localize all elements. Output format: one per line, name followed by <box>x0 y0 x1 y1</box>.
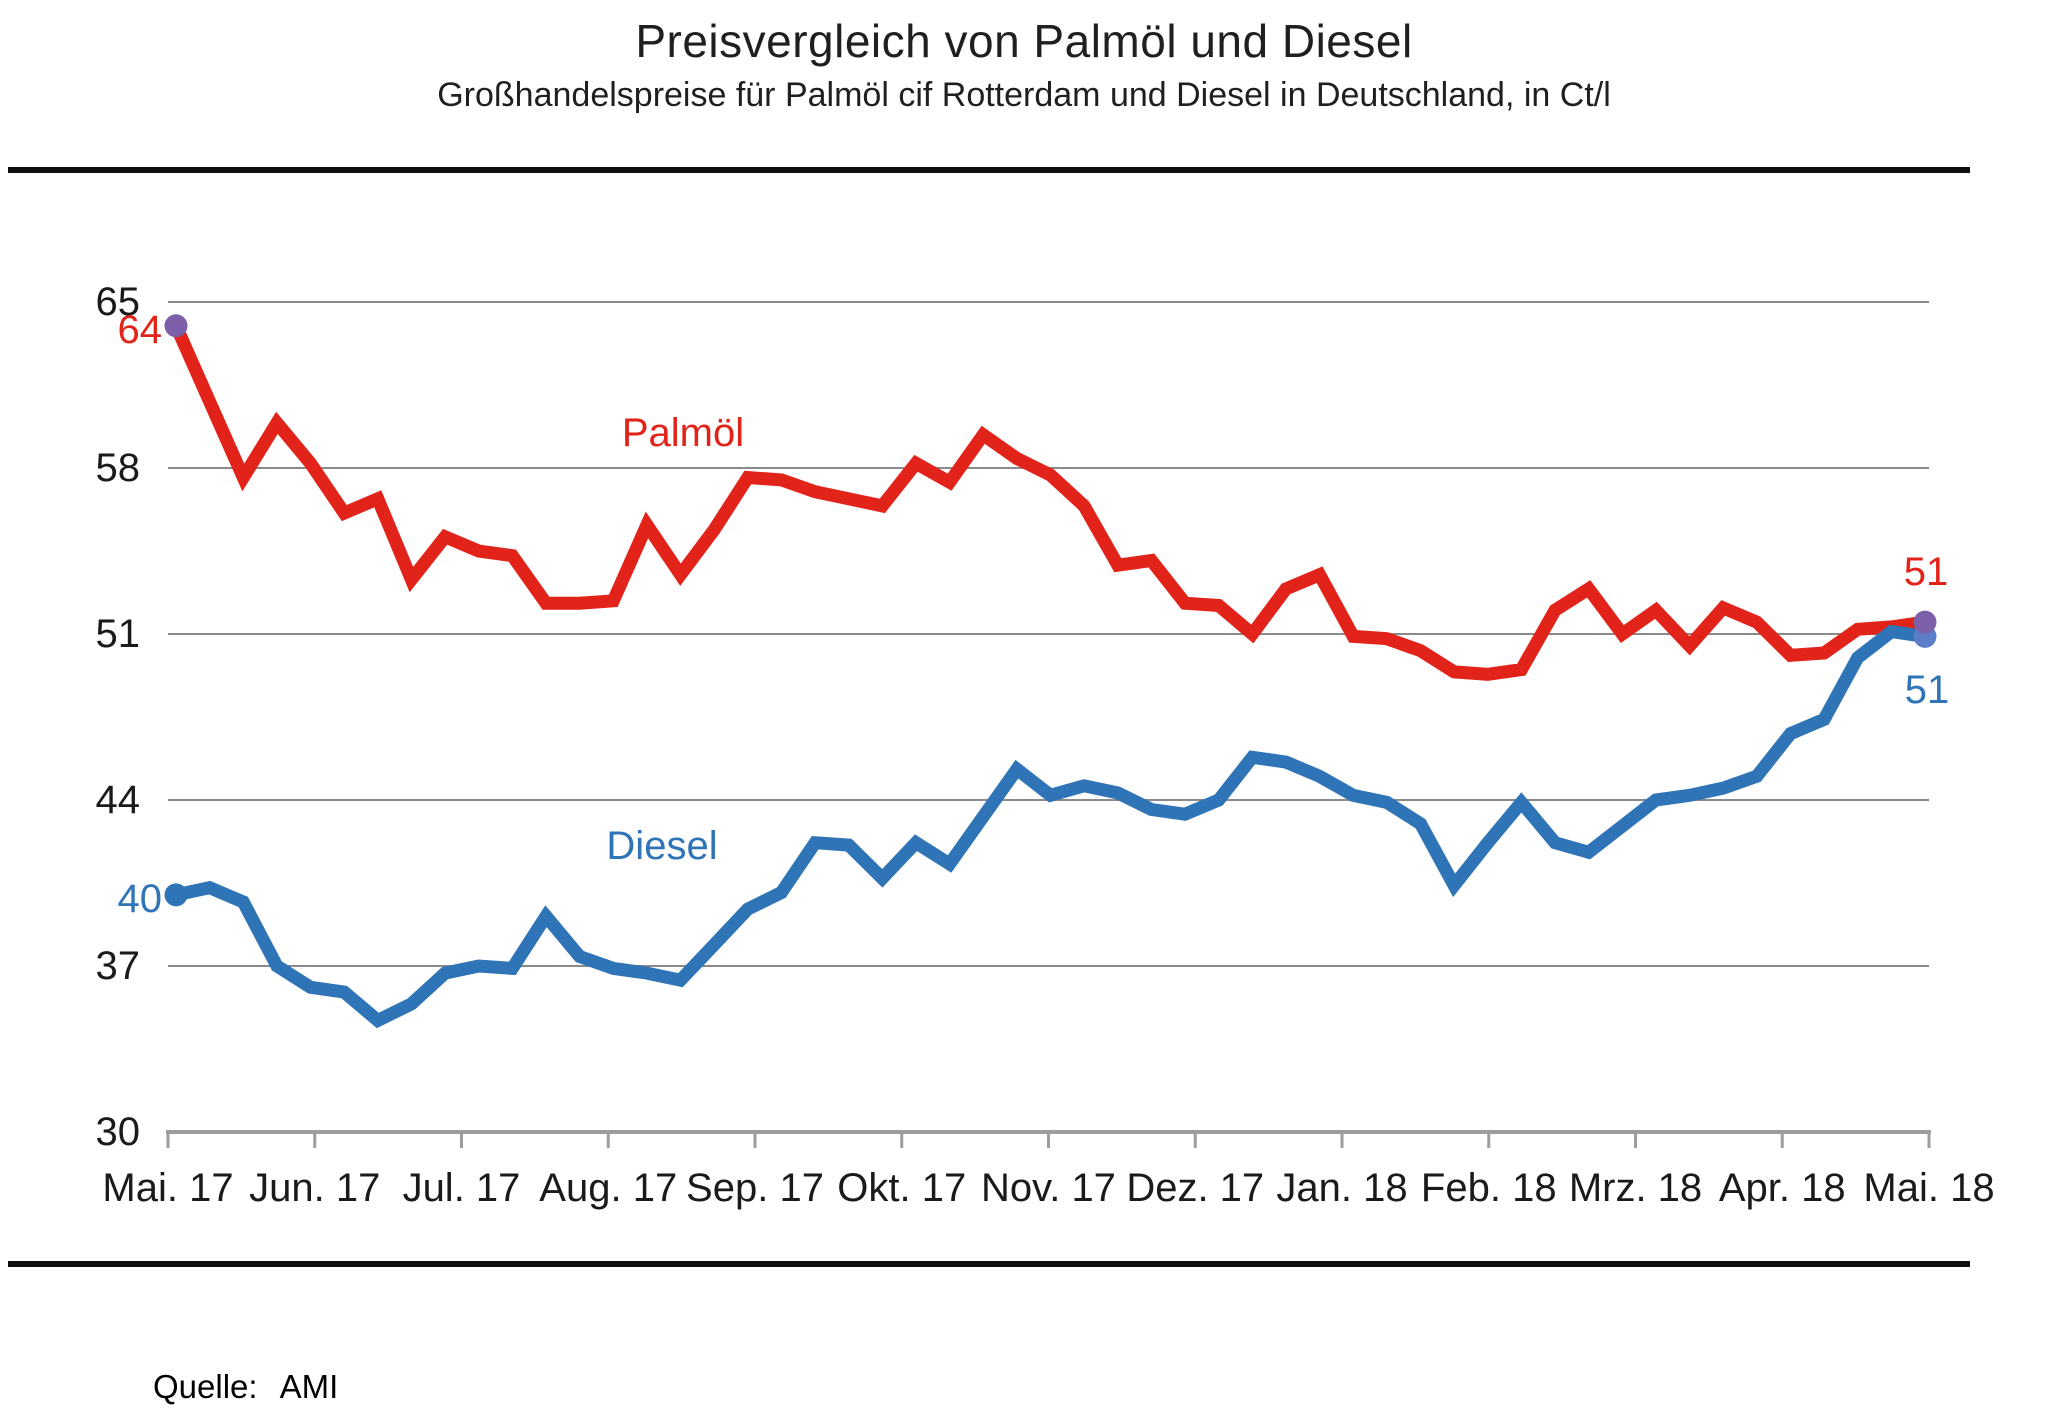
marker-start-diesel <box>164 883 188 907</box>
x-tick-label-5: Okt. 17 <box>837 1166 967 1210</box>
diesel-end-value-label: 51 <box>1904 668 1950 712</box>
y-tick-label-58: 58 <box>95 446 141 490</box>
footer-divider <box>8 1261 1970 1267</box>
x-tick-label-3: Aug. 17 <box>539 1166 678 1210</box>
source-value: AMI <box>279 1368 339 1405</box>
y-tick-label-30: 30 <box>95 1110 141 1154</box>
chart-title: Preisvergleich von Palmöl und Diesel <box>635 15 1413 67</box>
diesel-start-value-label: 40 <box>117 877 163 921</box>
source-label: Quelle: <box>153 1368 258 1405</box>
marker-start-palmöl <box>164 314 188 338</box>
x-tick-label-11: Apr. 18 <box>1718 1166 1846 1210</box>
x-tick-label-0: Mai. 17 <box>102 1166 234 1210</box>
header-divider <box>8 167 1970 173</box>
marker-end-palmöl <box>1913 610 1937 634</box>
y-tick-label-65: 65 <box>95 280 141 324</box>
series-line-diesel <box>174 624 1926 1029</box>
palmoel-start-value-label: 64 <box>117 308 163 352</box>
chart-subtitle: Großhandelspreise für Palmöl cif Rotterd… <box>437 76 1611 114</box>
x-tick-label-12: Mai. 18 <box>1863 1166 1995 1210</box>
series-line-palmöl <box>170 323 1926 681</box>
x-tick-label-6: Nov. 17 <box>981 1166 1116 1210</box>
x-tick-label-9: Feb. 18 <box>1420 1166 1557 1210</box>
x-tick-label-4: Sep. 17 <box>686 1166 824 1210</box>
y-tick-label-44: 44 <box>95 778 141 822</box>
x-tick-label-8: Jan. 18 <box>1276 1166 1408 1210</box>
x-tick-label-10: Mrz. 18 <box>1568 1166 1703 1210</box>
series-label-diesel: Diesel <box>606 824 718 868</box>
x-tick-label-1: Jun. 17 <box>249 1166 381 1210</box>
palmoel-end-value-label: 51 <box>1903 550 1949 594</box>
x-tick-label-2: Jul. 17 <box>402 1166 521 1210</box>
source-row: Quelle: AMI <box>153 1368 338 1406</box>
y-tick-label-51: 51 <box>95 612 141 656</box>
x-tick-label-7: Dez. 17 <box>1126 1166 1265 1210</box>
series-label-palmoel: Palmöl <box>621 411 745 455</box>
y-tick-label-37: 37 <box>95 944 141 988</box>
